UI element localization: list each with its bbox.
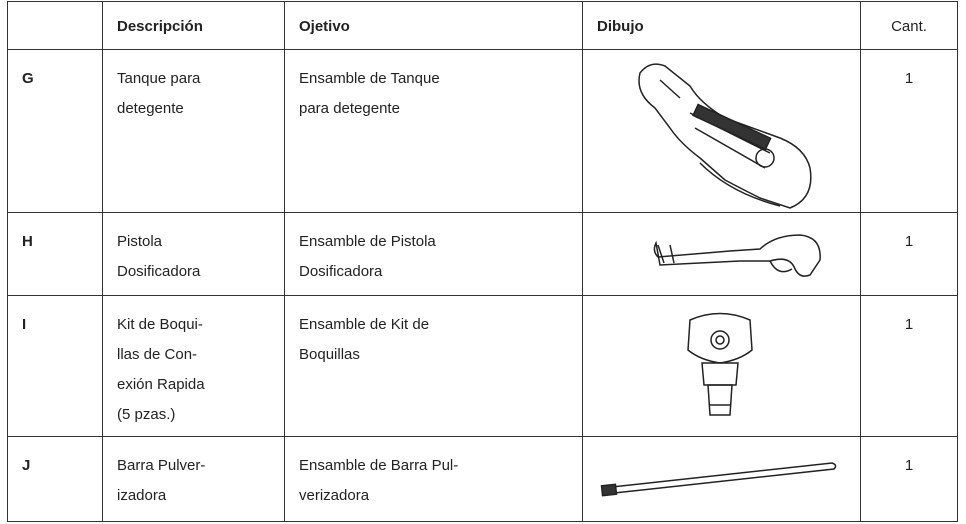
description-line: Pistola xyxy=(117,233,163,250)
header-cell: Descripción xyxy=(102,1,285,50)
item-id: G xyxy=(7,49,103,213)
objective-line: verizadora xyxy=(299,487,370,504)
description-cell: Pistola Dosificadora xyxy=(102,212,285,296)
objective-cell: Ensamble de Pistola Dosificadora xyxy=(284,212,583,296)
description-line: llas de Con- xyxy=(117,346,198,363)
nozzle-drawing xyxy=(687,312,753,416)
item-id: H xyxy=(7,212,103,296)
description-line: Tanque para xyxy=(117,70,201,87)
quantity-cell: 1 xyxy=(860,49,958,213)
description-cell: Barra Pulver-izadora xyxy=(102,436,285,522)
objective-cell: Ensamble de Kit de Boquillas xyxy=(284,295,583,437)
quantity-cell: 1 xyxy=(860,295,958,437)
description-cell: Tanque para detegente xyxy=(102,49,285,213)
quantity-cell: 1 xyxy=(860,212,958,296)
description-line: izadora xyxy=(117,487,167,504)
tank-drawing xyxy=(638,63,812,209)
item-id: J xyxy=(7,436,103,522)
header-cell: Dibujo xyxy=(582,1,861,50)
objective-line: Ensamble de Kit de xyxy=(299,316,430,333)
description-line: (5 pzas.) xyxy=(117,406,176,423)
description-line: Barra Pulver- xyxy=(117,457,206,474)
item-id: I xyxy=(7,295,103,437)
objective-line: Ensamble de Pistola xyxy=(299,233,436,250)
description-line: exión Rapida xyxy=(117,376,205,393)
objective-line: Dosificadora xyxy=(299,263,383,280)
header-cell: Cant. xyxy=(860,1,958,50)
description-line: Dosificadora xyxy=(117,263,201,280)
description-line: Kit de Boqui- xyxy=(117,316,203,333)
header-cell: Ojetivo xyxy=(284,1,583,50)
gun-drawing xyxy=(653,234,821,277)
objective-cell: Ensamble de Barra Pul-verizadora xyxy=(284,436,583,522)
description-line: detegente xyxy=(117,100,184,117)
objective-line: Ensamble de Barra Pul- xyxy=(299,457,459,474)
quantity-cell: 1 xyxy=(860,436,958,522)
header-cell xyxy=(7,1,103,50)
objective-line: Boquillas xyxy=(299,346,360,363)
objective-cell: Ensamble de Tanque para detegente xyxy=(284,49,583,213)
objective-line: Ensamble de Tanque xyxy=(299,70,440,87)
description-cell: Kit de Boqui-llas de Con-exión Rapida (5 … xyxy=(102,295,285,437)
lance-drawing xyxy=(600,462,837,497)
objective-line: para detegente xyxy=(299,100,400,117)
